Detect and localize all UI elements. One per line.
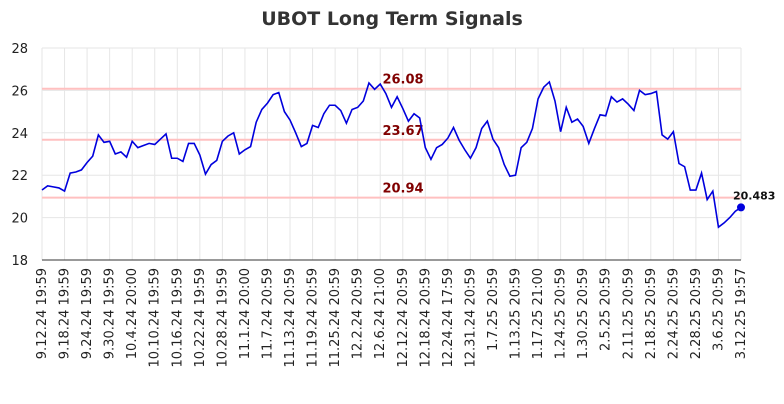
y-tick-label: 24	[11, 127, 28, 142]
x-tick-label: 11.7.24 20:59	[260, 268, 275, 359]
x-tick-label: 2.28.25 20:59	[689, 268, 704, 359]
x-tick-label: 12.18.24 20:59	[418, 268, 433, 368]
y-tick-label: 18	[11, 254, 28, 269]
x-tick-label: 10.28.24 19:59	[215, 268, 230, 368]
x-tick-label: 11.25.24 20:59	[328, 268, 343, 368]
x-tick-label: 9.18.24 19:59	[58, 268, 73, 359]
x-tick-label: 2.11.25 20:59	[621, 268, 636, 359]
x-tick-label: 2.18.25 20:59	[644, 268, 659, 359]
y-tick-label: 20	[11, 212, 28, 227]
signal-label: 26.08	[382, 73, 423, 88]
x-tick-label: 1.24.25 20:59	[554, 268, 569, 359]
x-tick-label: 10.16.24 19:59	[170, 268, 185, 368]
y-tick-label: 22	[11, 169, 28, 184]
x-tick-label: 12.24.24 17:59	[441, 268, 456, 368]
x-tick-label: 11.19.24 20:59	[306, 268, 321, 368]
x-tick-label: 12.31.24 20:59	[463, 268, 478, 368]
price-line	[41, 80, 742, 229]
x-tick-label: 10.22.24 19:59	[193, 268, 208, 368]
last-point	[737, 203, 745, 212]
x-tick-label: 12.12.24 20:59	[396, 268, 411, 368]
x-tick-label: 9.24.24 19:59	[80, 268, 95, 359]
x-tick-label: 10.4.24 20:00	[125, 268, 140, 359]
x-tick-label: 3.6.25 20:59	[711, 268, 726, 351]
chart-title: UBOT Long Term Signals	[261, 8, 523, 30]
x-tick-label: 9.12.24 19:59	[35, 268, 50, 359]
x-tick-label: 2.24.25 20:59	[666, 268, 681, 359]
x-tick-label: 1.30.25 20:59	[576, 268, 591, 359]
y-tick-label: 26	[11, 84, 28, 99]
x-tick-label: 12.6.24 21:00	[373, 268, 388, 359]
y-tick-label: 28	[11, 42, 28, 57]
x-tick-label: 10.10.24 19:59	[148, 268, 163, 368]
last-value-label: 20.483	[733, 189, 775, 202]
x-tick-label: 1.7.25 20:59	[486, 268, 501, 351]
signal-label: 23.67	[382, 124, 423, 139]
x-tick-label: 1.13.25 20:59	[509, 268, 524, 359]
x-tick-label: 3.12.25 19:57	[734, 268, 749, 359]
x-tick-label: 9.30.24 19:59	[103, 268, 118, 359]
x-tick-label: 12.2.24 20:59	[351, 268, 366, 359]
x-tick-label: 11.13.24 20:59	[283, 268, 298, 368]
x-tick-label: 2.5.25 20:59	[599, 268, 614, 351]
x-tick-label: 11.1.24 20:00	[238, 268, 253, 359]
x-tick-label: 1.17.25 21:00	[531, 268, 546, 359]
signal-label: 20.94	[382, 182, 423, 197]
